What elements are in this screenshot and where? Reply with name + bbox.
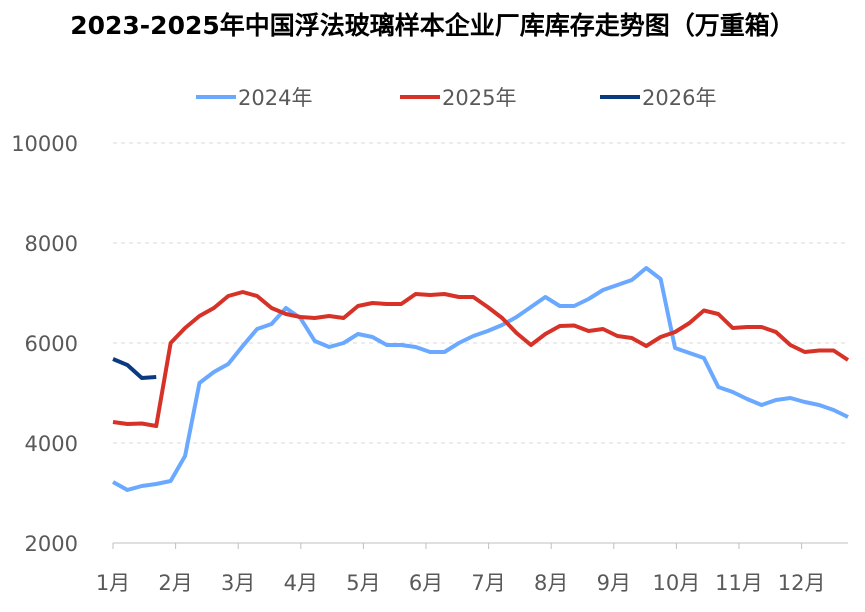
series-line-2026年: [112, 357, 157, 380]
x-tick-label: 3月: [221, 571, 255, 595]
x-tick-label: 2月: [158, 571, 192, 595]
x-tick-label: 8月: [534, 571, 568, 595]
x-tick-label: 7月: [471, 571, 505, 595]
y-tick-label: 10000: [11, 132, 78, 156]
legend-label: 2025年: [442, 86, 516, 110]
x-tick-label: 12月: [778, 571, 826, 595]
x-tick-label: 1月: [96, 571, 130, 595]
chart-title: 2023-2025年中国浮法玻璃样本企业厂库库存走势图（万重箱）: [70, 11, 795, 40]
y-tick-label: 2000: [25, 532, 78, 556]
y-tick-label: 4000: [25, 432, 78, 456]
legend-label: 2026年: [642, 86, 716, 110]
x-tick-label: 6月: [409, 571, 443, 595]
y-tick-label: 8000: [25, 232, 78, 256]
x-tick-label: 10月: [653, 571, 701, 595]
series-line-2024年: [112, 266, 849, 492]
series-line-2025年: [112, 290, 850, 428]
x-tick-label: 11月: [715, 571, 763, 595]
x-tick-label: 5月: [346, 571, 380, 595]
x-tick-label: 9月: [597, 571, 631, 595]
y-tick-label: 6000: [25, 332, 78, 356]
legend-label: 2024年: [238, 86, 312, 110]
x-tick-label: 4月: [284, 571, 318, 595]
